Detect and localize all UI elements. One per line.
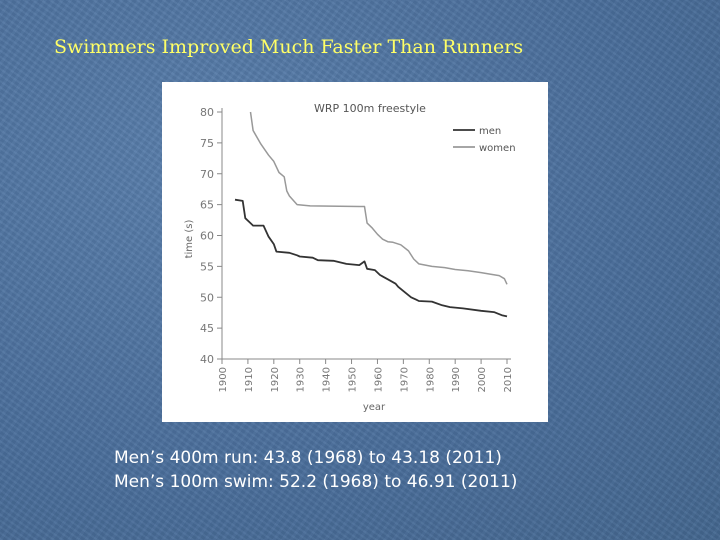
x-tick-label: 1960 [373, 367, 384, 392]
y-tick-label: 60 [200, 230, 214, 243]
x-tick-label: 2010 [503, 367, 514, 392]
x-tick-label: 1950 [348, 367, 359, 392]
legend-label-men: men [479, 126, 501, 137]
y-tick-label: 80 [200, 106, 214, 119]
x-tick-label: 1930 [296, 367, 307, 392]
chart-panel: WRP 100m freestyle time (s) year 40 45 50 5… [162, 82, 548, 422]
x-tick-label: 1940 [322, 367, 333, 392]
freestyle-record-chart: WRP 100m freestyle time (s) year 40 45 50 5… [184, 102, 516, 413]
x-tick-label: 2000 [477, 367, 488, 392]
series-line-women [249, 111, 508, 285]
y-tick-label: 50 [200, 291, 214, 304]
x-tick-label: 1970 [399, 367, 410, 392]
x-tick-label: 1920 [270, 367, 281, 392]
slide-title: Swimmers Improved Much Faster Than Runne… [54, 36, 524, 58]
y-axis-label: time (s) [184, 220, 195, 259]
y-tick-label: 40 [200, 353, 214, 366]
caption-swim-record: Men’s 100m swim: 52.2 (1968) to 46.91 (2… [114, 472, 518, 492]
caption: Men’s 400m run: 43.8 (1968) to 43.18 (20… [114, 446, 517, 494]
y-tick-label: 65 [200, 199, 214, 212]
x-axis-label: year [363, 402, 386, 413]
y-tick-label: 55 [200, 260, 214, 273]
y-tick-label: 70 [200, 168, 214, 181]
x-tick-label: 1910 [244, 367, 255, 392]
x-tick-label: 1900 [218, 367, 229, 392]
y-tick-label: 75 [200, 137, 214, 150]
series-line-men [234, 198, 508, 318]
x-tick-label: 1980 [425, 367, 436, 392]
legend-label-women: women [479, 143, 516, 154]
x-tick-label: 1990 [451, 367, 462, 392]
caption-run-record: Men’s 400m run: 43.8 (1968) to 43.18 (20… [114, 448, 502, 468]
chart-title: WRP 100m freestyle [314, 102, 426, 115]
y-tick-label: 45 [200, 322, 214, 335]
